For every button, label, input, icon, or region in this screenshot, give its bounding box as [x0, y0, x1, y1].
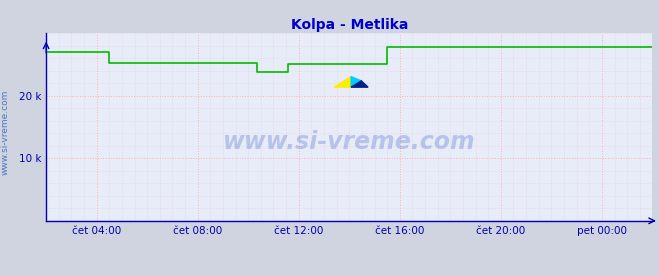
Polygon shape: [351, 77, 361, 87]
Polygon shape: [334, 77, 351, 87]
Text: www.si-vreme.com: www.si-vreme.com: [223, 130, 476, 154]
Text: www.si-vreme.com: www.si-vreme.com: [1, 90, 10, 175]
Polygon shape: [351, 81, 368, 87]
Title: Kolpa - Metlika: Kolpa - Metlika: [291, 18, 408, 32]
